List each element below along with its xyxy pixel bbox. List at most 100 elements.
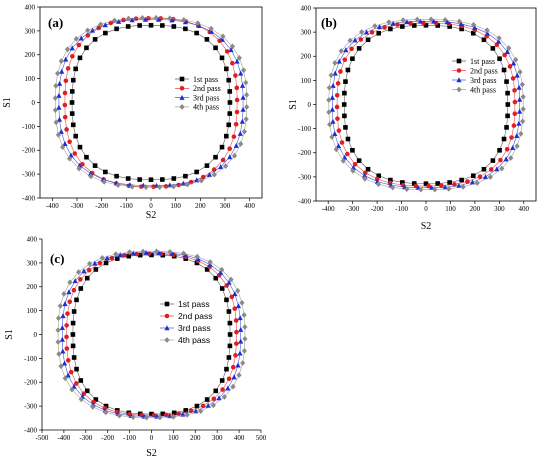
data-point <box>227 111 233 116</box>
data-point <box>65 372 71 378</box>
legend-entry: 4th pass <box>470 85 496 94</box>
data-point <box>334 104 340 110</box>
data-point <box>400 24 405 29</box>
data-point <box>113 251 119 258</box>
data-point <box>223 163 229 170</box>
data-point <box>148 177 154 183</box>
x-tick-label: 100 <box>168 434 179 442</box>
data-point <box>504 146 510 152</box>
legend-marker <box>456 58 462 64</box>
data-point <box>497 56 502 62</box>
data-point <box>116 412 123 419</box>
data-point <box>111 17 118 24</box>
data-point <box>225 385 231 391</box>
data-point <box>220 387 225 392</box>
data-point <box>376 30 382 36</box>
chart-panel-2: -400 -300 -200 -100 0 100 200 300 400 -400 -300 -20… <box>288 4 537 232</box>
data-point <box>208 25 214 32</box>
chart-panel-1: -400 -300 -200 -100 0 100 200 300 400 -400 -300 -20… <box>2 3 263 221</box>
data-point <box>446 185 452 192</box>
x-axis-label: S2 <box>146 448 157 459</box>
data-point <box>235 287 241 294</box>
data-point <box>84 154 89 160</box>
data-point <box>447 24 452 29</box>
data-point <box>431 18 437 24</box>
data-point <box>460 183 466 190</box>
y-axis-label: S1 <box>2 97 13 108</box>
data-point <box>148 22 154 28</box>
data-point <box>194 253 200 260</box>
data-point <box>240 360 246 366</box>
data-point <box>78 277 83 282</box>
data-point <box>70 332 76 337</box>
data-point <box>345 151 350 157</box>
data-point <box>505 90 510 96</box>
data-point <box>78 396 84 403</box>
data-point <box>494 166 500 172</box>
data-point <box>74 297 79 303</box>
data-point <box>513 56 519 63</box>
data-point <box>470 30 476 36</box>
data-point <box>219 144 225 150</box>
legend-entry: 1st pass <box>193 75 218 84</box>
data-point <box>221 394 228 400</box>
data-point <box>56 116 63 122</box>
data-point <box>89 27 96 33</box>
data-point <box>332 59 338 66</box>
data-point <box>77 55 83 61</box>
data-point <box>149 252 154 258</box>
data-point <box>497 147 502 153</box>
data-point <box>496 35 502 42</box>
data-point <box>231 134 237 139</box>
data-point <box>421 20 426 26</box>
data-point <box>234 341 239 346</box>
data-point <box>59 68 65 74</box>
data-point <box>181 16 187 23</box>
data-point <box>71 309 77 314</box>
y-tick-label: -100 <box>298 125 311 133</box>
legend-entry: 1st pass <box>178 299 210 309</box>
data-point <box>84 275 90 281</box>
data-point <box>92 37 98 42</box>
y-tick-label: 300 <box>27 259 38 267</box>
data-point <box>213 154 218 160</box>
x-tick-label: 100 <box>170 202 181 210</box>
data-point <box>167 182 173 188</box>
y-tick-label: 400 <box>27 235 38 243</box>
data-point <box>160 177 165 182</box>
data-point <box>516 120 522 126</box>
data-point <box>73 66 78 72</box>
data-point <box>358 37 364 42</box>
x-axis-label: S2 <box>421 221 432 232</box>
data-point <box>163 412 169 418</box>
data-point <box>239 118 245 124</box>
data-point <box>70 122 76 128</box>
data-point <box>77 144 83 150</box>
legend-marker <box>179 86 185 91</box>
y-tick-label: 400 <box>301 4 312 12</box>
data-point <box>510 60 517 66</box>
data-point <box>125 24 131 29</box>
data-point <box>234 85 240 91</box>
data-point <box>350 164 357 170</box>
data-point <box>243 116 249 123</box>
legend-entry: 1st pass <box>470 57 495 66</box>
data-point <box>482 174 489 180</box>
data-point <box>87 170 94 176</box>
data-point <box>101 178 107 185</box>
data-point <box>452 182 457 187</box>
legend-marker <box>164 337 170 343</box>
data-point <box>64 127 69 132</box>
legend-marker <box>456 77 462 83</box>
data-point <box>514 143 520 150</box>
data-point <box>356 46 362 51</box>
data-point <box>458 21 464 27</box>
data-point <box>98 21 104 28</box>
data-point <box>64 346 70 351</box>
data-point <box>226 376 232 382</box>
data-point <box>60 144 66 150</box>
data-point <box>428 16 434 23</box>
data-point <box>183 26 188 32</box>
data-point <box>129 17 135 23</box>
data-point <box>72 151 78 156</box>
